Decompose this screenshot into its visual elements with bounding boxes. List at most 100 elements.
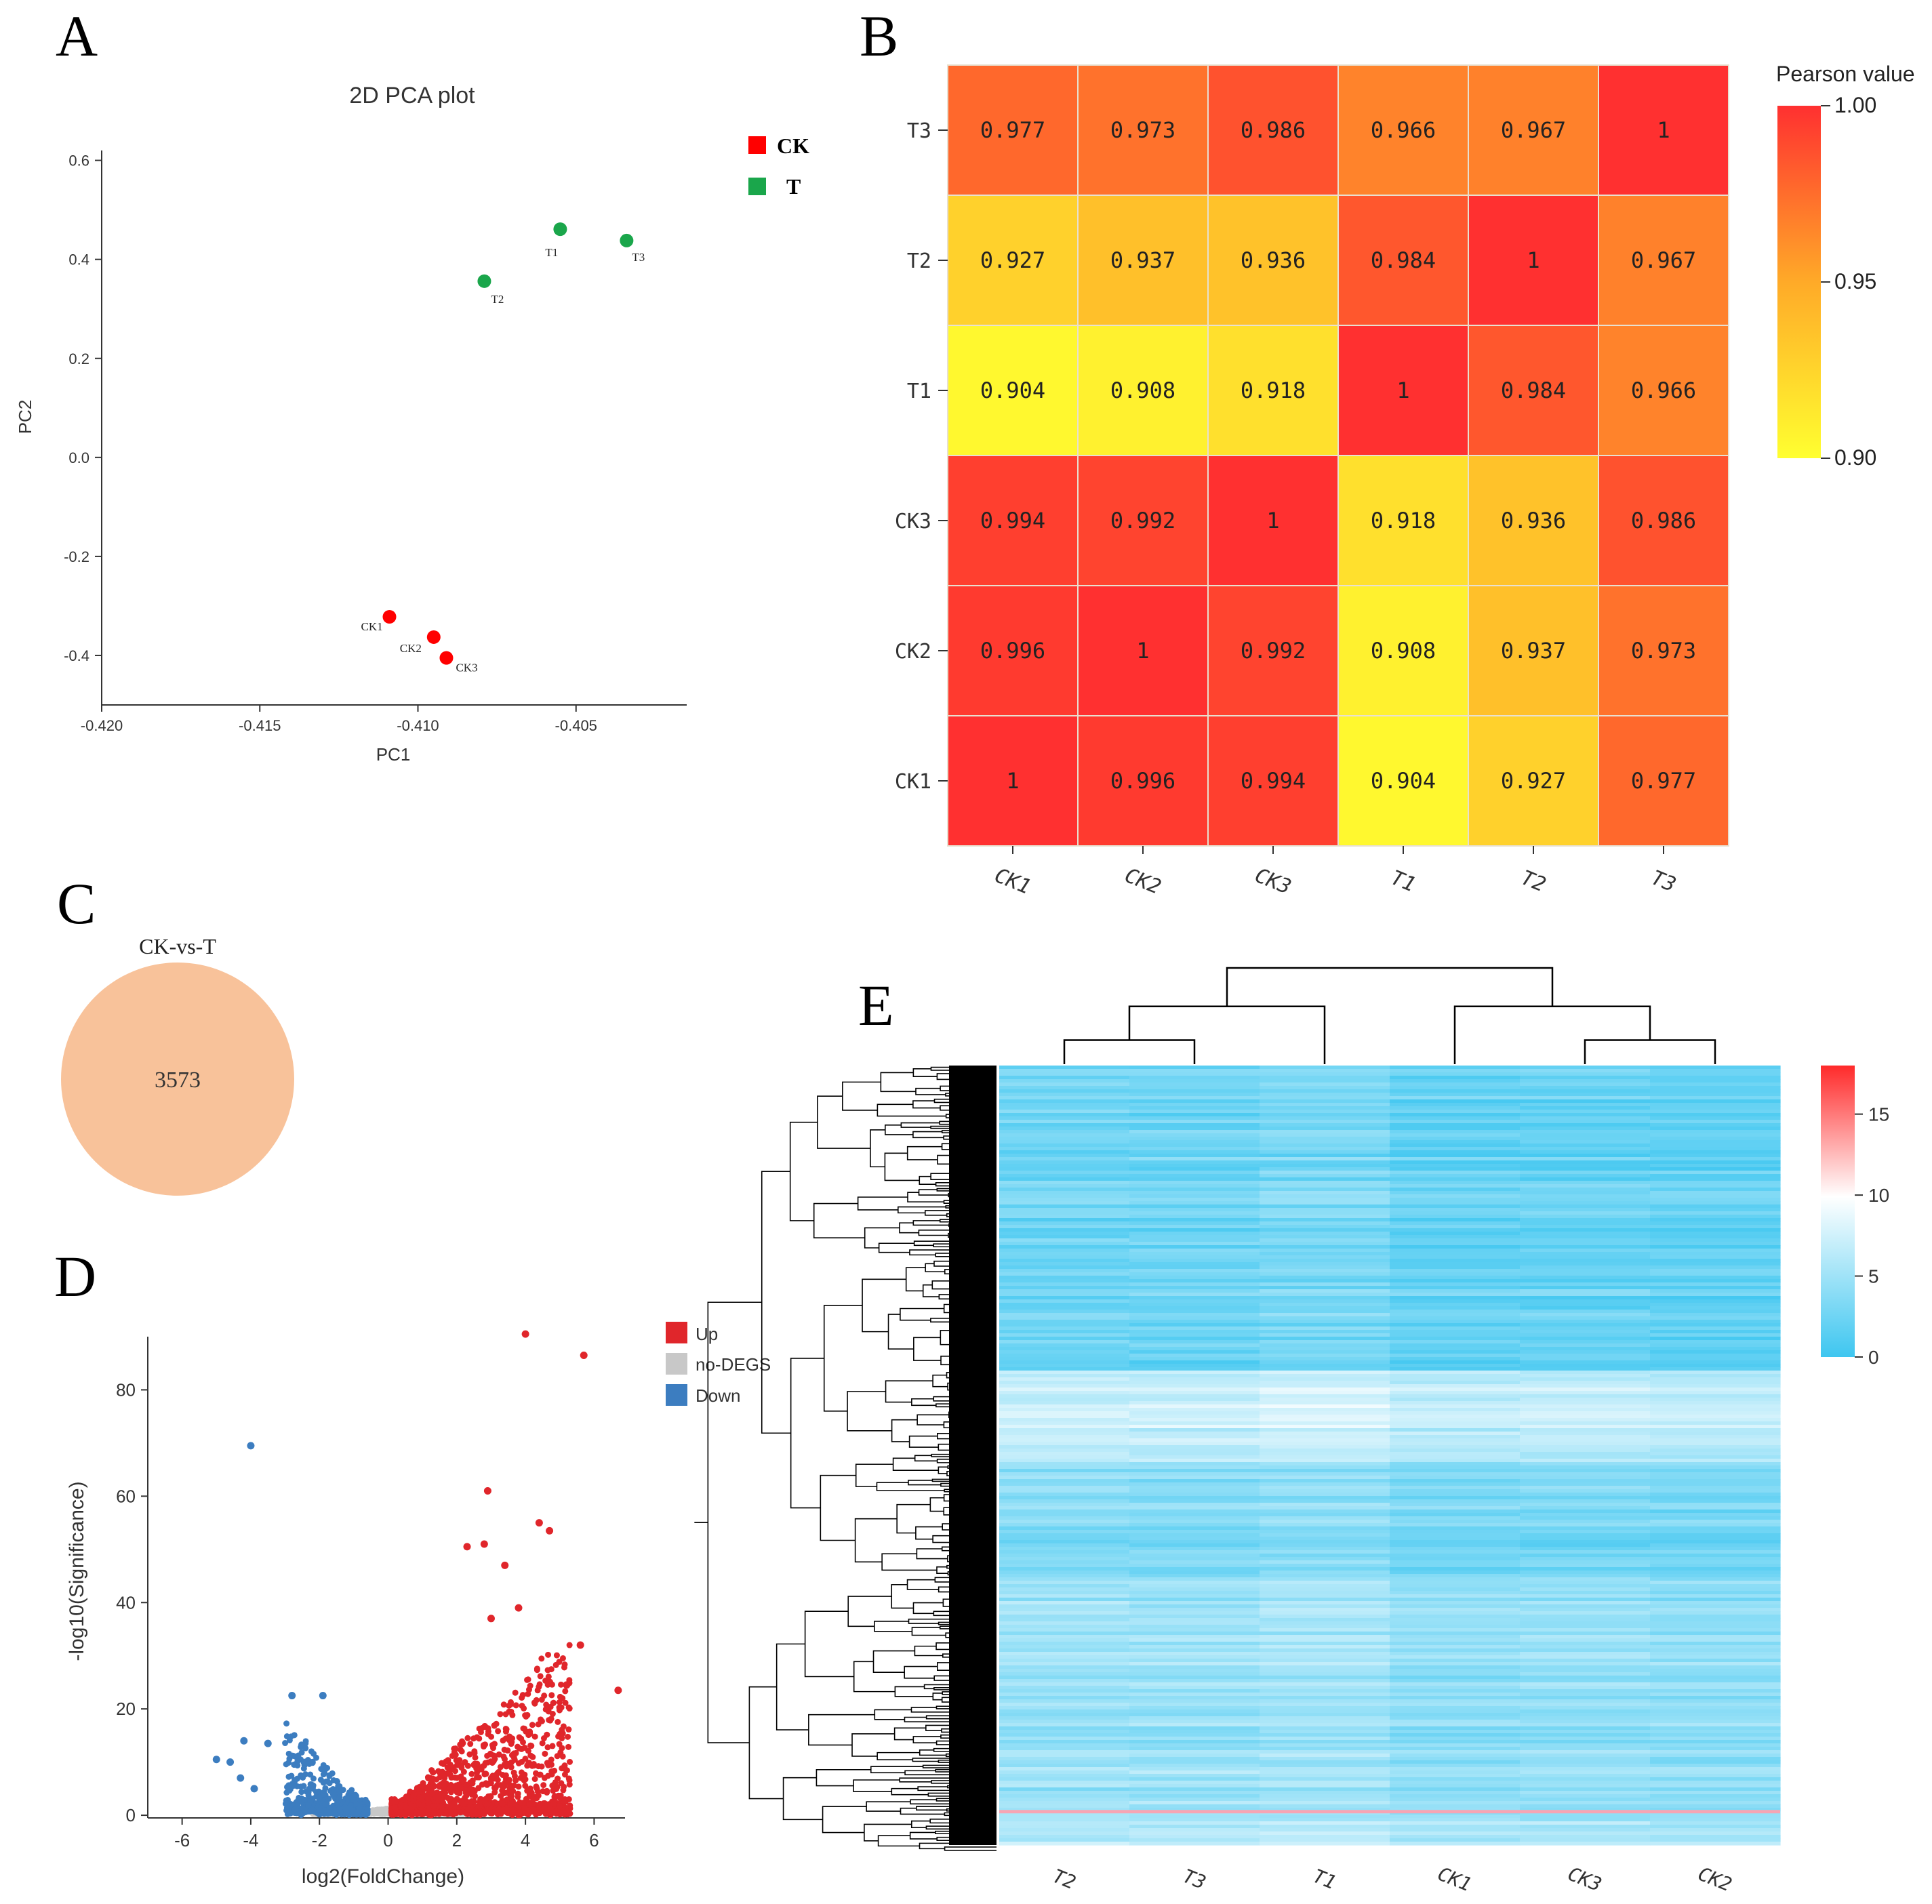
pearson-col-label: T2 bbox=[1518, 866, 1550, 897]
cluster-cell bbox=[1390, 1293, 1521, 1297]
cluster-cell bbox=[1520, 1682, 1651, 1686]
cluster-cell bbox=[999, 1218, 1130, 1222]
row-dendro-branch bbox=[938, 1466, 948, 1474]
cluster-cell bbox=[1260, 1523, 1390, 1527]
cluster-cell bbox=[999, 1798, 1130, 1802]
cluster-cell bbox=[1260, 1455, 1390, 1459]
cluster-cell bbox=[1650, 1191, 1781, 1195]
cluster-cell bbox=[1390, 1676, 1521, 1680]
cluster-cell bbox=[1520, 1574, 1651, 1578]
cluster-cell bbox=[1260, 1594, 1390, 1598]
cluster-cell bbox=[1129, 1798, 1260, 1802]
pearson-cell bbox=[1468, 455, 1599, 586]
volcano-point-up bbox=[501, 1561, 509, 1569]
cluster-cell bbox=[1390, 1191, 1521, 1195]
cluster-cell bbox=[1520, 1116, 1651, 1120]
cluster-cell bbox=[1129, 1760, 1260, 1764]
volcano-point-up bbox=[519, 1758, 525, 1765]
cluster-cell bbox=[1260, 1794, 1390, 1798]
cluster-col-label: T1 bbox=[1310, 1865, 1340, 1894]
pearson-cell-label: 0.986 bbox=[1631, 508, 1696, 533]
pearson-cell-label: 0.977 bbox=[980, 117, 1045, 143]
cluster-cell bbox=[1129, 1276, 1260, 1280]
cluster-cell bbox=[1390, 1510, 1521, 1514]
volcano-point-down bbox=[294, 1775, 301, 1782]
cluster-cell bbox=[1390, 1493, 1521, 1497]
cluster-cell bbox=[1260, 1625, 1390, 1629]
cluster-cell bbox=[1520, 1282, 1651, 1287]
cluster-cell bbox=[1129, 1293, 1260, 1297]
cluster-cell bbox=[1129, 1255, 1260, 1259]
volcano-point-up bbox=[452, 1810, 459, 1817]
cluster-cell bbox=[999, 1194, 1130, 1198]
pearson-cell bbox=[1337, 455, 1469, 586]
cluster-cell bbox=[1520, 1520, 1651, 1524]
cluster-cell bbox=[1260, 1076, 1390, 1080]
cluster-cell bbox=[999, 1326, 1130, 1331]
cluster-cell bbox=[1129, 1265, 1260, 1270]
cluster-cell bbox=[1520, 1465, 1651, 1470]
cluster-cell bbox=[1520, 1669, 1651, 1673]
cluster-cell bbox=[1520, 1198, 1651, 1202]
row-dendro-branch bbox=[808, 1714, 875, 1746]
cluster-cell bbox=[1520, 1106, 1651, 1110]
cluster-cell bbox=[1129, 1554, 1260, 1558]
cluster-cell bbox=[1390, 1371, 1521, 1375]
cluster-cell bbox=[1129, 1211, 1260, 1215]
cluster-cell bbox=[1260, 1550, 1390, 1554]
cluster-cell bbox=[999, 1611, 1130, 1615]
cluster-cell bbox=[1390, 1276, 1521, 1280]
cluster-cell bbox=[1520, 1333, 1651, 1337]
row-dendro-branch bbox=[906, 1146, 942, 1160]
dendro-branch bbox=[1584, 1039, 1716, 1064]
cluster-cell bbox=[1129, 1726, 1260, 1730]
cluster-cell bbox=[1260, 1693, 1390, 1697]
cluster-cell bbox=[1129, 1113, 1260, 1117]
cluster-cell bbox=[1129, 1232, 1260, 1236]
cluster-cell bbox=[999, 1499, 1130, 1503]
row-dendro-branch bbox=[932, 1374, 948, 1388]
cluster-cell bbox=[1650, 1699, 1781, 1703]
cluster-cell bbox=[999, 1774, 1130, 1778]
cluster-cell bbox=[1390, 1232, 1521, 1236]
volcano-point-up bbox=[517, 1809, 523, 1816]
cluster-cell bbox=[1390, 1655, 1521, 1659]
cluster-cell bbox=[999, 1340, 1130, 1344]
volcano-point-down bbox=[283, 1761, 289, 1768]
volcano-point-down bbox=[321, 1808, 328, 1815]
volcano-point-down bbox=[286, 1737, 293, 1743]
volcano-point-up bbox=[419, 1794, 426, 1800]
cluster-cell bbox=[1390, 1188, 1521, 1192]
volcano-point-up bbox=[479, 1781, 485, 1788]
cluster-cell bbox=[1520, 1459, 1651, 1463]
cluster-cell bbox=[1650, 1374, 1781, 1378]
cluster-cell bbox=[1520, 1781, 1651, 1785]
row-dendro-branch bbox=[857, 1196, 908, 1211]
cluster-cell bbox=[1129, 1103, 1260, 1107]
cluster-cell bbox=[1650, 1221, 1781, 1226]
volcano-point-up bbox=[460, 1802, 467, 1808]
cluster-cell bbox=[1650, 1279, 1781, 1283]
volcano-point-up bbox=[547, 1717, 554, 1724]
cluster-cell bbox=[1520, 1377, 1651, 1381]
cluster-cell bbox=[1390, 1096, 1521, 1100]
cluster-cell bbox=[1650, 1367, 1781, 1371]
cluster-cell bbox=[1260, 1489, 1390, 1493]
cluster-cell bbox=[999, 1791, 1130, 1795]
cluster-cell bbox=[1520, 1411, 1651, 1415]
cluster-cell bbox=[1520, 1208, 1651, 1212]
cluster-cell bbox=[999, 1676, 1130, 1680]
volcano-point-up bbox=[544, 1731, 550, 1738]
cluster-cell bbox=[1390, 1303, 1521, 1307]
cluster-cell bbox=[999, 1350, 1130, 1354]
cluster-cell bbox=[1520, 1150, 1651, 1154]
row-dendro-branch bbox=[823, 1305, 863, 1412]
panel-label-b: B bbox=[860, 3, 898, 68]
cluster-cell bbox=[1650, 1757, 1781, 1761]
cluster-cell bbox=[999, 1106, 1130, 1110]
cluster-cell bbox=[1260, 1245, 1390, 1249]
cluster-cell bbox=[1260, 1543, 1390, 1547]
cluster-cell bbox=[1260, 1821, 1390, 1825]
cluster-cell bbox=[999, 1391, 1130, 1395]
cluster-cell bbox=[1260, 1465, 1390, 1470]
